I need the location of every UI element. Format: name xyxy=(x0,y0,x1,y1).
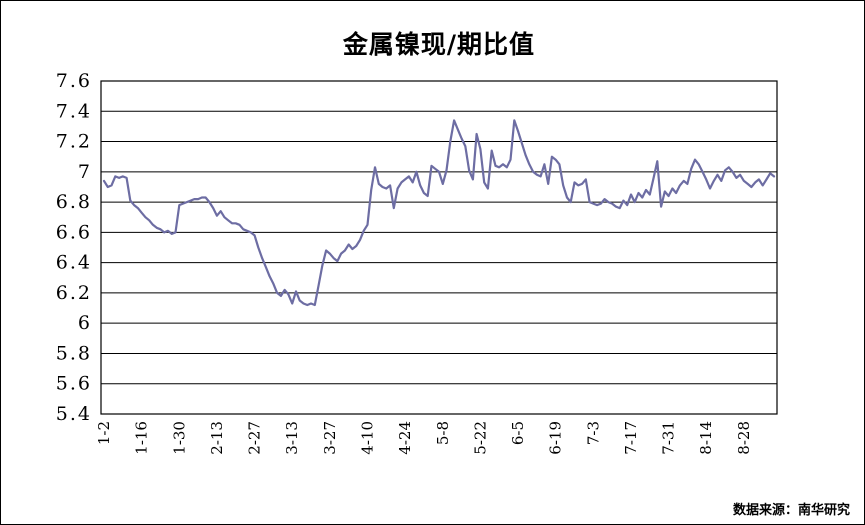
x-tick-label: 6-5 xyxy=(509,421,527,445)
series-line xyxy=(102,119,776,307)
x-tick-label: 7-17 xyxy=(622,421,640,455)
y-tick-label: 6.2 xyxy=(56,282,92,304)
x-tick-label: 2-27 xyxy=(246,421,264,455)
x-tick-label: 1-16 xyxy=(133,421,151,455)
y-tick-label: 6.6 xyxy=(56,221,92,243)
x-tick-label: 7-31 xyxy=(660,421,678,455)
y-tick-label: 5.8 xyxy=(56,342,92,364)
x-tick-label: 4-10 xyxy=(358,421,376,455)
y-tick-label: 6.4 xyxy=(56,252,92,274)
x-tick-label: 6-19 xyxy=(547,421,565,455)
y-tick-label: 7 xyxy=(78,161,92,183)
x-tick-label: 3-27 xyxy=(321,421,339,455)
x-tick-label: 5-8 xyxy=(434,421,452,445)
y-tick-label: 7.4 xyxy=(56,100,92,122)
x-tick-label: 3-13 xyxy=(283,421,301,455)
y-tick-label: 5.4 xyxy=(56,403,92,425)
y-tick-label: 6.8 xyxy=(56,191,92,213)
x-tick-label: 7-3 xyxy=(584,421,602,445)
chart-title: 金属镍现/期比值 xyxy=(342,30,536,59)
x-tick-label: 1-30 xyxy=(170,421,188,455)
x-tick-label: 2-13 xyxy=(208,421,226,455)
x-tick-label: 5-22 xyxy=(471,421,489,455)
y-tick-label: 7.2 xyxy=(56,131,92,153)
x-tick-label: 8-14 xyxy=(697,421,715,455)
plot-border xyxy=(100,80,778,415)
y-tick-label: 6 xyxy=(78,312,92,334)
x-tick-label: 1-2 xyxy=(95,421,113,445)
y-tick-label: 7.6 xyxy=(56,70,92,92)
x-tick-label: 4-24 xyxy=(396,421,414,455)
y-tick-label: 5.6 xyxy=(56,373,92,395)
source-note: 数据来源：南华研究 xyxy=(732,503,850,518)
x-tick-label: 8-28 xyxy=(735,421,753,455)
